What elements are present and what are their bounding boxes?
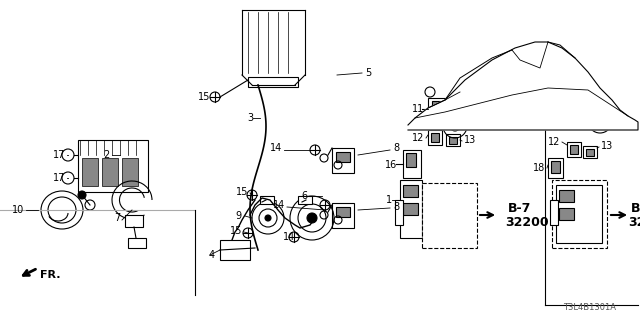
Bar — [125, 215, 143, 227]
Bar — [78, 140, 148, 192]
Bar — [122, 158, 138, 186]
Bar — [583, 146, 597, 158]
Bar — [332, 203, 354, 228]
Text: 16: 16 — [385, 160, 397, 170]
Ellipse shape — [48, 197, 76, 223]
Circle shape — [78, 191, 86, 199]
Bar — [128, 238, 146, 248]
Text: 32200: 32200 — [505, 215, 548, 228]
Bar — [556, 185, 602, 243]
Bar — [336, 207, 350, 217]
Text: 17: 17 — [52, 150, 65, 160]
Bar — [336, 152, 350, 162]
Ellipse shape — [41, 191, 83, 229]
Bar — [422, 183, 477, 248]
Text: 14: 14 — [269, 143, 282, 153]
Bar — [102, 158, 118, 186]
Bar — [403, 185, 418, 197]
Bar — [400, 180, 422, 238]
Bar — [82, 158, 98, 186]
Bar — [298, 196, 312, 204]
Bar — [428, 130, 442, 145]
Polygon shape — [408, 42, 638, 130]
Text: 8: 8 — [393, 143, 399, 153]
Bar — [449, 137, 457, 144]
Text: 4: 4 — [209, 250, 215, 260]
Circle shape — [265, 215, 271, 221]
Text: FR.: FR. — [40, 270, 61, 280]
Circle shape — [307, 213, 317, 223]
Bar — [406, 153, 416, 167]
Bar — [403, 150, 421, 178]
Bar — [248, 77, 298, 87]
Bar — [403, 203, 418, 215]
Text: 32200: 32200 — [628, 215, 640, 228]
Bar — [559, 208, 574, 220]
Text: 7: 7 — [114, 213, 120, 223]
Bar — [395, 200, 403, 225]
Text: 5: 5 — [365, 68, 371, 78]
Bar — [220, 240, 250, 260]
Text: 11: 11 — [412, 104, 424, 114]
Text: 15: 15 — [236, 187, 248, 197]
Text: 13: 13 — [464, 135, 476, 145]
Bar — [586, 149, 594, 156]
Bar — [332, 148, 354, 173]
Text: 14: 14 — [273, 200, 285, 210]
Bar — [428, 98, 450, 120]
Text: 2: 2 — [104, 150, 110, 160]
Text: 15: 15 — [198, 92, 210, 102]
Bar — [446, 134, 460, 146]
Bar — [432, 101, 440, 111]
Text: 13: 13 — [601, 141, 613, 151]
Bar — [431, 133, 439, 142]
Bar — [551, 161, 560, 173]
Text: 15: 15 — [230, 226, 242, 236]
Text: 12: 12 — [548, 137, 560, 147]
Text: B-7: B-7 — [631, 202, 640, 214]
Text: 18: 18 — [532, 163, 545, 173]
Text: 9: 9 — [236, 211, 242, 221]
Bar — [559, 190, 574, 202]
Bar — [570, 145, 578, 154]
Text: 14: 14 — [283, 232, 295, 242]
Text: T3L4B1301A: T3L4B1301A — [563, 303, 616, 313]
Text: 8: 8 — [393, 202, 399, 212]
Text: B-7: B-7 — [508, 202, 531, 214]
Text: 1: 1 — [386, 195, 392, 205]
Bar — [550, 200, 558, 225]
Text: 10: 10 — [12, 205, 24, 215]
Text: 17: 17 — [52, 173, 65, 183]
Text: 6: 6 — [302, 191, 308, 201]
Bar — [260, 196, 274, 204]
Text: 3: 3 — [247, 113, 253, 123]
Text: 12: 12 — [412, 133, 424, 143]
Bar — [552, 180, 607, 248]
Bar — [548, 158, 563, 178]
Bar — [567, 142, 581, 157]
